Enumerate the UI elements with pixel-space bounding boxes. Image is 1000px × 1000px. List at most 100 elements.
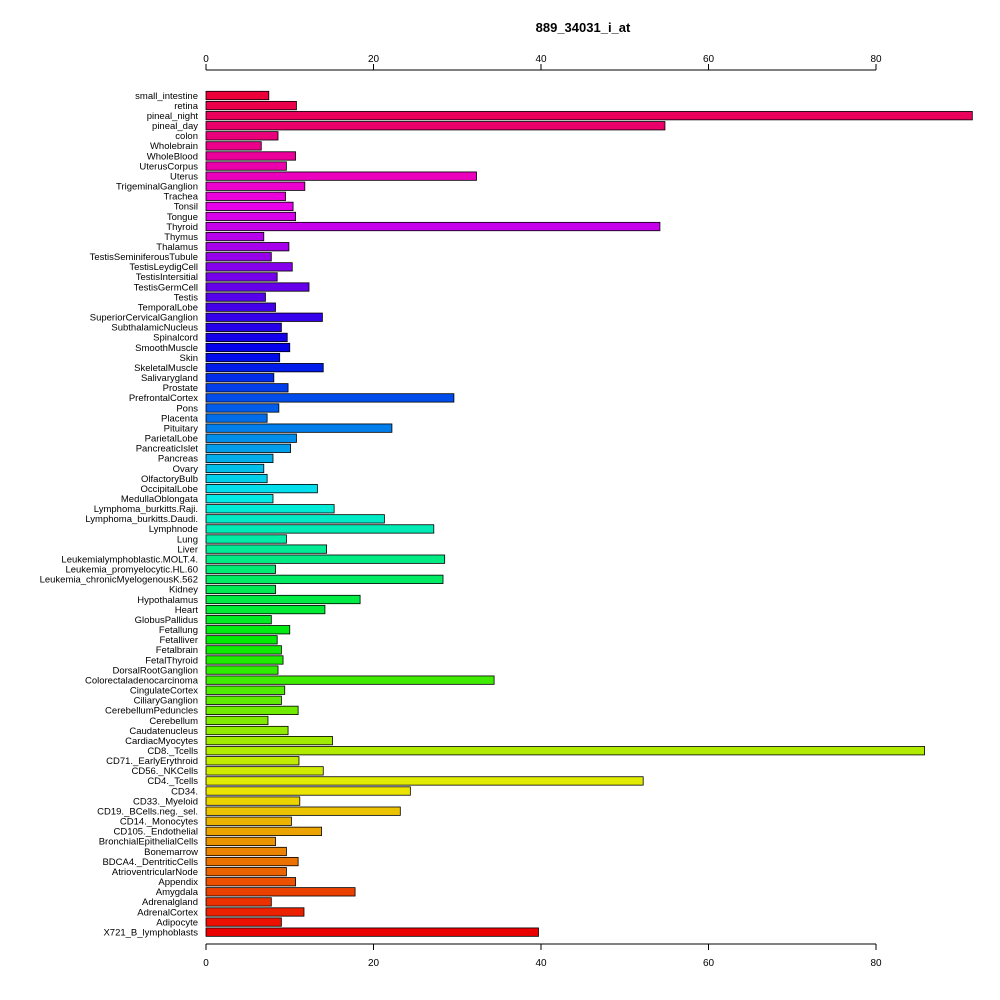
bar-51 — [205, 604, 326, 615]
category-label-40: MedullaOblongata — [121, 494, 199, 505]
category-label-35: PancreaticIslet — [136, 444, 199, 455]
bar-11 — [205, 201, 294, 211]
bar-27 — [205, 363, 324, 373]
bar-74 — [205, 836, 276, 847]
bar-72 — [205, 816, 292, 826]
category-label-44: Lung — [177, 534, 198, 545]
bar-3 — [205, 121, 666, 131]
category-label-74: BronchialEpithelialCells — [99, 837, 199, 848]
bar-44 — [205, 534, 287, 544]
category-label-30: PrefrontalCortex — [129, 393, 198, 404]
top-tick-label-3: 60 — [703, 54, 715, 65]
category-label-15: Thalamus — [156, 242, 198, 253]
category-label-79: Amygdala — [156, 887, 199, 898]
category-label-49: Kidney — [169, 585, 198, 596]
bar-1 — [205, 100, 297, 111]
bar-71 — [205, 806, 401, 816]
bar-55 — [205, 645, 282, 655]
bar-50 — [205, 594, 361, 605]
category-label-73: CD105._Endothelial — [113, 827, 198, 838]
bar-79 — [205, 887, 356, 897]
category-label-39: OccipitalLobe — [140, 484, 198, 495]
category-label-12: Tongue — [167, 212, 198, 223]
category-label-4: colon — [175, 131, 198, 142]
bar-75 — [205, 846, 287, 857]
bar-20 — [205, 292, 266, 302]
category-label-54: Fetalliver — [159, 635, 198, 646]
bar-37 — [205, 463, 265, 474]
category-label-5: Wholebrain — [150, 141, 198, 152]
bar-34 — [205, 433, 297, 443]
bottom-tick-label-1: 20 — [368, 958, 380, 969]
bar-39 — [205, 484, 318, 494]
category-label-38: OlfactoryBulb — [141, 474, 198, 485]
category-label-53: Fetallung — [159, 625, 198, 636]
top-tick-label-4: 80 — [870, 54, 882, 65]
bar-2 — [205, 111, 973, 121]
category-label-76: BDCA4._DentriticCells — [102, 857, 198, 868]
category-label-64: CardiacMyocytes — [125, 736, 198, 747]
category-label-41: Lymphoma_burkitts.Raji. — [94, 504, 198, 515]
category-label-32: Placenta — [161, 413, 199, 424]
bar-41 — [205, 504, 335, 514]
bar-58 — [205, 675, 495, 685]
category-label-19: TestisGermCell — [134, 282, 198, 293]
bar-52 — [205, 615, 272, 625]
category-label-56: FetalThyroid — [145, 655, 198, 666]
bar-73 — [205, 826, 322, 836]
bar-76 — [205, 856, 299, 867]
category-label-61: CerebellumPeduncles — [105, 706, 198, 717]
bar-64 — [205, 736, 333, 746]
category-label-60: CiliaryGanglion — [134, 696, 198, 707]
category-label-59: CingulateCortex — [130, 686, 198, 697]
bar-53 — [205, 625, 291, 635]
bar-63 — [205, 725, 289, 736]
bar-57 — [205, 665, 279, 675]
bar-23 — [205, 322, 282, 332]
category-label-72: CD14._Monocytes — [120, 817, 198, 828]
bar-82 — [205, 917, 282, 927]
category-label-31: Pons — [176, 403, 198, 414]
top-tick-label-2: 40 — [535, 54, 547, 65]
bar-54 — [205, 635, 278, 645]
category-label-36: Pancreas — [158, 454, 198, 465]
bar-25 — [205, 342, 291, 353]
bar-16 — [205, 252, 272, 262]
bar-8 — [205, 171, 477, 181]
bar-40 — [205, 494, 274, 504]
bar-12 — [205, 211, 297, 222]
bar-13 — [205, 221, 661, 232]
category-label-66: CD71._EarlyErythroid — [106, 756, 198, 767]
category-label-75: Bonemarrow — [144, 847, 198, 858]
bar-30 — [205, 393, 455, 403]
bar-67 — [205, 766, 324, 776]
category-label-1: retina — [174, 101, 198, 112]
category-label-17: TestisLeydigCell — [129, 262, 198, 273]
category-label-8: Uterus — [170, 171, 198, 182]
bar-56 — [205, 655, 284, 665]
category-label-52: GlobusPallidus — [135, 615, 199, 626]
category-label-14: Thymus — [164, 232, 198, 243]
top-tick-label-1: 20 — [368, 54, 380, 65]
bar-65 — [205, 746, 925, 756]
category-label-48: Leukemia_chronicMyelogenousK.562 — [40, 575, 198, 586]
category-label-47: Leukemia_promyelocytic.HL.60 — [65, 565, 198, 576]
category-label-29: Prostate — [163, 383, 198, 394]
bar-46 — [205, 554, 446, 564]
category-label-10: Trachea — [164, 192, 199, 203]
category-label-33: Pituitary — [164, 423, 199, 434]
bar-22 — [205, 312, 323, 322]
category-label-83: X721_B_lymphoblasts — [103, 927, 198, 938]
bar-29 — [205, 383, 289, 393]
category-label-69: CD34. — [171, 786, 198, 797]
category-label-21: TemporalLobe — [138, 302, 198, 313]
bar-10 — [205, 191, 286, 201]
category-label-68: CD4._Tcells — [147, 776, 198, 787]
category-label-71: CD19._BCells.neg._sel. — [97, 806, 198, 817]
bar-14 — [205, 232, 265, 242]
bar-81 — [205, 907, 305, 917]
bar-47 — [205, 564, 276, 574]
bar-5 — [205, 141, 262, 151]
bar-6 — [205, 151, 297, 161]
